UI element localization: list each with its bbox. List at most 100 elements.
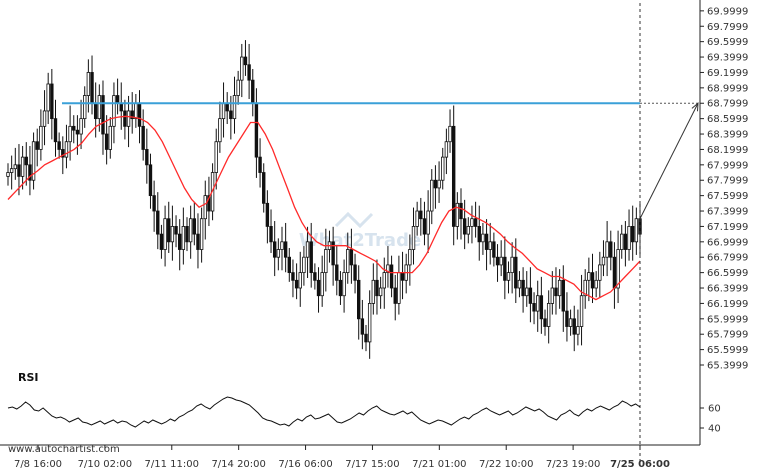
price-tick-label: 65.3999: [707, 361, 748, 372]
candle-body: [609, 241, 613, 258]
candle-body: [163, 218, 167, 250]
candle-body: [207, 195, 211, 212]
price-tick-label: 65.7999: [707, 330, 748, 341]
candle-body: [598, 264, 602, 281]
candle-body: [152, 195, 156, 212]
candle-body: [287, 256, 291, 274]
candle-body: [539, 295, 544, 320]
candle-body: [115, 95, 120, 104]
candle-body: [634, 218, 639, 243]
watermark-logo-icon: [334, 211, 374, 229]
candle-body: [484, 233, 489, 250]
candle-body: [437, 179, 441, 189]
candle-body: [587, 272, 591, 281]
candle-body: [79, 118, 83, 135]
candle-body: [112, 95, 116, 127]
candle-body: [525, 287, 529, 297]
price-tick-label: 69.1999: [707, 68, 748, 79]
price-tick-label: 69.7999: [707, 22, 748, 33]
candle-body: [342, 272, 346, 297]
candle-body: [86, 72, 91, 96]
rsi-label: RSI: [18, 371, 39, 384]
candle-body: [24, 156, 28, 166]
candle-body: [236, 79, 240, 96]
candle-body: [495, 256, 500, 266]
candle-body: [554, 287, 558, 297]
watermark-logo-stroke: [334, 211, 374, 229]
rsi-tick-label: 40: [708, 424, 721, 435]
candle-body: [546, 303, 551, 327]
candle-body: [68, 125, 72, 143]
level-line-group: [62, 3, 699, 462]
time-axis: 7/8 16:00 7/10 02:00 7/11 11:00 7/14 20:00 7…: [0, 444, 700, 470]
price-tick-label: 68.9999: [707, 83, 748, 94]
candle-body: [470, 218, 474, 227]
candle-body: [181, 226, 186, 250]
rsi-axis: 60 40: [699, 372, 721, 445]
time-tick-label: 7/17 15:00: [345, 459, 399, 470]
candle-body: [400, 272, 405, 281]
price-tick-label: 69.5999: [707, 37, 748, 48]
candle-body: [466, 226, 471, 235]
candle-body: [335, 264, 339, 281]
time-tick-label: 7/21 01:00: [412, 459, 466, 470]
candle-body: [177, 233, 182, 250]
candle-body: [459, 202, 463, 220]
candle-body: [232, 95, 237, 120]
price-tick-label: 68.7999: [707, 99, 748, 110]
candle-body: [419, 210, 423, 220]
candle-body: [291, 272, 295, 281]
candle-body: [159, 233, 164, 250]
candle-body: [583, 279, 587, 297]
candle-body: [616, 249, 620, 289]
candle-body: [50, 83, 54, 120]
candle-body: [451, 125, 456, 227]
candle-body: [64, 141, 69, 158]
candle-body: [174, 226, 178, 235]
candle-body: [123, 110, 127, 127]
candle-body: [251, 79, 255, 104]
time-tick-label: 7/8 16:00: [14, 459, 62, 470]
candle-body: [108, 125, 112, 150]
candle-body: [590, 272, 595, 289]
candle-body: [313, 272, 317, 281]
candle-body: [199, 218, 204, 250]
candle-body: [605, 241, 609, 258]
time-tick-label: 7/10 02:00: [78, 459, 132, 470]
price-tick-label: 66.3999: [707, 284, 748, 295]
price-tick-label: 65.9999: [707, 314, 748, 325]
candle-body: [170, 226, 175, 243]
price-tick-label: 66.9999: [707, 237, 748, 248]
candle-body: [492, 241, 496, 258]
candle-body: [225, 102, 229, 112]
candle-body: [104, 133, 109, 150]
time-tick-label-current: 7/25 06:00: [610, 459, 670, 470]
candle-body: [247, 64, 251, 81]
candle-body: [433, 179, 438, 189]
candle-body: [20, 156, 25, 177]
candle-body: [272, 241, 277, 258]
candle-body: [386, 264, 390, 274]
candle-body: [280, 241, 284, 250]
price-tick-label: 66.7999: [707, 253, 748, 264]
price-tick-label: 67.5999: [707, 191, 748, 202]
time-tick-label: 7/23 19:00: [546, 459, 600, 470]
price-axis: 69.9999 69.7999 69.5999 69.3999 69.1999 68.99…: [699, 0, 748, 372]
candle-body: [39, 125, 43, 150]
candle-body: [302, 256, 306, 274]
candle-body: [620, 233, 624, 250]
candle-body: [276, 249, 281, 258]
candle-body: [28, 164, 32, 181]
candle-body: [101, 95, 105, 135]
candle-body: [148, 164, 153, 197]
candle-body: [488, 241, 492, 250]
candle-body: [364, 333, 368, 343]
candle-body: [298, 272, 302, 289]
candle-body: [576, 326, 580, 335]
price-tick-label: 68.3999: [707, 130, 748, 141]
candle-body: [262, 172, 266, 204]
projection-arrow-line: [639, 103, 699, 219]
candle-body: [269, 226, 273, 243]
candle-body: [93, 102, 98, 120]
